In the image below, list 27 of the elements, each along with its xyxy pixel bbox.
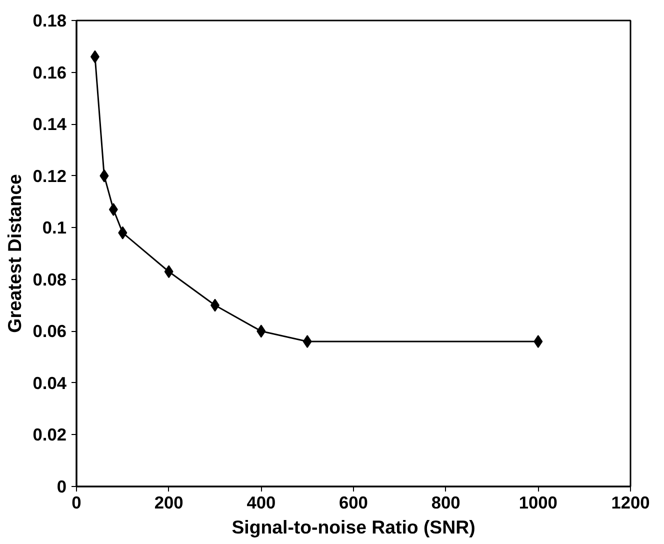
y-tick-label: 0.18 bbox=[32, 10, 67, 30]
point bbox=[100, 169, 109, 182]
y-tick-label: 0.08 bbox=[32, 269, 67, 290]
y-tick-label: 0.06 bbox=[32, 321, 67, 342]
x-axis-title: Signal-to-noise Ratio (SNR) bbox=[232, 516, 476, 538]
x-tick-label: 200 bbox=[154, 492, 184, 512]
point bbox=[108, 202, 118, 216]
point bbox=[302, 335, 312, 348]
y-tick-label: 0.14 bbox=[32, 114, 67, 134]
y-tick-label: 0.1 bbox=[42, 218, 67, 238]
x-tick-label: 600 bbox=[339, 492, 368, 512]
point bbox=[534, 335, 543, 348]
y-tick-label: 0.16 bbox=[32, 62, 67, 82]
point bbox=[118, 226, 128, 240]
x-tick-label: 1200 bbox=[611, 492, 650, 512]
y-tick-label: 0.12 bbox=[32, 166, 67, 186]
x-tick-label: 0 bbox=[72, 492, 82, 512]
y-tick-label: 0.04 bbox=[32, 372, 67, 393]
x-tick-label: 800 bbox=[431, 492, 460, 512]
x-tick-label: 1000 bbox=[518, 492, 558, 512]
point bbox=[256, 324, 266, 338]
y-tick-label: 0 bbox=[56, 476, 67, 496]
point bbox=[164, 265, 174, 278]
x-tick-label: 400 bbox=[246, 492, 276, 512]
point bbox=[90, 50, 100, 64]
y-axis-title: Greatest Distance bbox=[4, 174, 25, 333]
y-tick-label: 0.02 bbox=[32, 424, 67, 445]
